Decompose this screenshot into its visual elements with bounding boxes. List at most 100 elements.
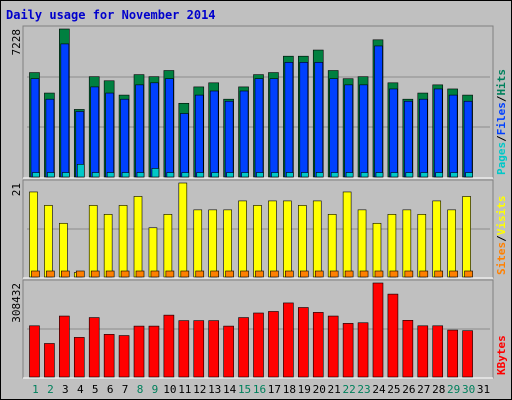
bar-pages [211, 172, 219, 178]
bar-visits [133, 196, 143, 278]
bar-visits [178, 182, 188, 278]
bar-files [165, 78, 174, 178]
legend-entry: / [495, 135, 508, 142]
bar-kbytes [193, 320, 205, 378]
bar-pages [241, 172, 249, 178]
bar-visits [88, 205, 98, 278]
bar-sites [419, 270, 429, 278]
y-max-label: 7228 [10, 29, 23, 56]
bar-sites [90, 270, 100, 278]
day-label: 5 [92, 383, 99, 396]
bar-sites [404, 270, 414, 278]
bar-files [314, 62, 324, 178]
bar-files [135, 84, 144, 178]
bar-sites [314, 270, 324, 278]
day-label: 21 [328, 383, 341, 396]
bar-files [433, 88, 443, 178]
day-label: 25 [387, 383, 400, 396]
day-label: 8 [137, 383, 144, 396]
bar-sites [389, 270, 399, 278]
bar-kbytes [342, 323, 354, 378]
day-label: 9 [152, 383, 159, 396]
day-label: 12 [193, 383, 206, 396]
bar-visits [163, 214, 173, 278]
bar-sites [61, 270, 70, 278]
day-label: 6 [107, 383, 114, 396]
day-label: 19 [298, 383, 311, 396]
bar-kbytes [447, 329, 458, 378]
bar-files [359, 84, 368, 178]
day-label: 18 [283, 383, 296, 396]
bar-files [45, 98, 55, 178]
panel-visits-sites: 21 Sites/Visits [10, 179, 508, 279]
bar-sites [374, 270, 384, 278]
bar-pages [360, 172, 369, 178]
bar-sites [210, 270, 219, 278]
bar-pages [345, 172, 354, 178]
bar-pages [405, 172, 414, 178]
bar-files [463, 100, 473, 178]
bar-visits [357, 209, 367, 278]
bar-files [224, 100, 234, 178]
bar-pages [435, 172, 444, 178]
day-label: 7 [122, 383, 129, 396]
bar-pages [121, 172, 130, 178]
bar-pages [465, 172, 473, 178]
day-label: 26 [402, 383, 415, 396]
bar-pages [151, 168, 160, 178]
panel-kbytes: 308432 KBytes [10, 279, 508, 379]
legend: Sites/Visits [495, 196, 508, 276]
day-label: 17 [268, 383, 281, 396]
chart-title: Daily usage for November 2014 [6, 8, 216, 22]
bar-files [418, 98, 428, 178]
bar-sites [150, 270, 160, 278]
y-max-label: 21 [10, 183, 23, 196]
bar-files [284, 62, 294, 178]
bar-files [194, 94, 204, 178]
bar-visits [103, 214, 113, 278]
legend-entry: Files [495, 102, 508, 135]
legend-entry: / [495, 95, 508, 102]
bar-kbytes [298, 307, 309, 378]
bar-sites [135, 270, 145, 278]
bar-pages [450, 172, 458, 178]
bar-visits [462, 196, 471, 278]
bar-sites [255, 270, 264, 278]
bar-sites [105, 270, 115, 278]
day-label: 11 [178, 383, 191, 396]
bar-pages [106, 172, 115, 178]
bar-visits [312, 200, 322, 278]
bar-visits [268, 200, 277, 278]
day-label: 24 [372, 383, 386, 396]
day-label: 3 [62, 383, 69, 396]
bar-pages [256, 172, 264, 178]
legend-entry: Pages [495, 142, 508, 175]
bar-files [90, 86, 100, 178]
bar-sites [464, 270, 473, 278]
bar-sites [120, 270, 130, 278]
bar-kbytes [417, 325, 429, 378]
legend-entry: Sites [495, 242, 508, 275]
bar-pages [271, 172, 279, 178]
bar-pages [315, 172, 324, 178]
legend: Pages/Files/Hits [495, 69, 508, 175]
bar-files [269, 78, 279, 178]
bar-kbytes [387, 293, 399, 378]
day-label: 20 [313, 383, 326, 396]
bar-files [404, 100, 413, 178]
bar-sites [195, 270, 205, 278]
bar-pages [76, 164, 85, 178]
bar-files [254, 78, 264, 178]
bar-visits [417, 214, 427, 278]
bar-sites [225, 270, 234, 278]
day-label: 27 [417, 383, 430, 396]
bar-pages [330, 172, 339, 178]
bar-sites [46, 270, 55, 278]
bar-sites [165, 270, 175, 278]
bar-visits [59, 222, 68, 278]
bar-pages [166, 172, 175, 178]
day-label: 15 [238, 383, 251, 396]
bar-kbytes [238, 317, 249, 378]
